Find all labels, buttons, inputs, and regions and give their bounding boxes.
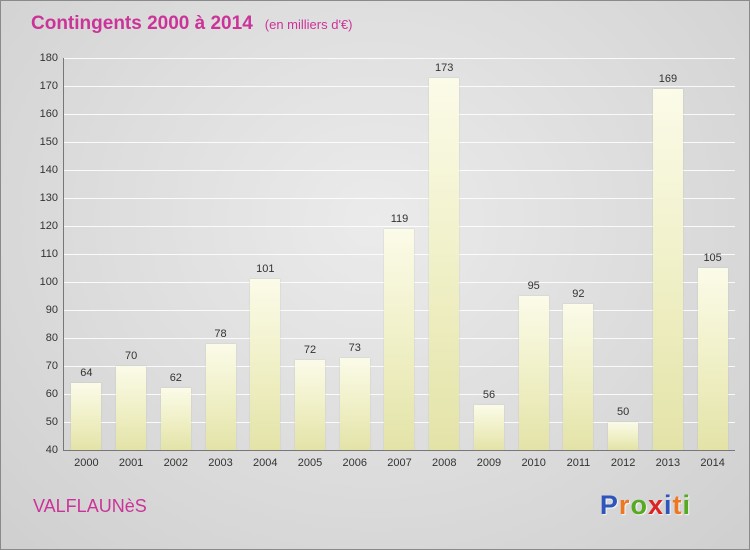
bar-column: 70 2001 [109,58,154,469]
bar [71,382,102,450]
bar-column: 169 2013 [646,58,691,469]
bar [697,268,728,450]
x-axis-tick-label: 2003 [208,457,233,469]
gridline [64,226,735,227]
y-axis-tick-label: 120 [39,220,58,232]
y-axis-tick-label: 50 [45,416,58,428]
proxiti-logo[interactable]: Proxiti [600,490,691,521]
bar-column: 173 2008 [422,58,467,469]
y-axis-tick-label: 40 [45,444,58,456]
bar-value-label: 62 [169,372,182,385]
y-axis-tick-label: 160 [39,108,58,120]
bar-value-label: 92 [572,288,585,301]
gridline [64,86,735,87]
bar [652,88,683,450]
bar-value-label: 78 [214,327,227,340]
bar-column: 56 2009 [467,58,512,469]
y-axis-tick-label: 130 [39,192,58,204]
x-axis-tick-label: 2000 [74,457,99,469]
bar-value-label: 64 [80,366,93,379]
logo-letter: o [630,490,648,520]
logo-letter: t [672,490,683,520]
bar [339,357,370,450]
location-label: VALFLAUNèS [33,496,147,516]
plot-area: 40 50 60 70 80 90 100 110 120 130 140 150 160 170 180 6… [40,52,735,469]
bar-column: 78 2003 [198,58,243,469]
bar-column: 101 2004 [243,58,288,469]
bar [116,366,147,450]
bar [608,422,639,450]
bar-column: 62 2002 [153,58,198,469]
bar-column: 92 2011 [556,58,601,469]
bar-column: 72 2005 [288,58,333,469]
x-axis-tick-label: 2011 [566,457,591,469]
bar [518,296,549,450]
y-axis-tick-label: 70 [45,360,58,372]
gridline [64,198,735,199]
bar-value-label: 73 [348,341,361,354]
x-axis-tick-label: 2012 [610,457,636,469]
logo-letter: i [682,490,691,520]
y-axis-tick-label: 80 [45,332,58,344]
y-axis-tick-label: 170 [39,80,58,92]
bar-value-label: 105 [703,252,722,264]
bar-value-label: 169 [658,72,678,85]
y-axis-tick-label: 180 [39,52,58,64]
y-axis-tick-label: 90 [45,304,58,316]
x-axis-tick-label: 2014 [700,457,725,469]
logo-letter: i [663,490,673,520]
bar [429,77,460,450]
bar-value-label: 95 [527,280,540,292]
x-axis-tick-label: 2008 [431,457,457,469]
gridline [64,170,735,171]
bar-value-label: 72 [303,344,317,357]
logo-letter: P [599,490,619,520]
bar-column: 73 2006 [332,58,377,469]
chart-title: Contingents 2000 à 2014 [31,13,253,34]
x-axis-tick-label: 2006 [342,457,367,469]
x-axis-tick-label: 2013 [655,457,681,469]
y-axis-tick-label: 60 [45,388,58,400]
bar [384,228,415,450]
bar-value-label: 56 [482,389,496,402]
x-axis-tick-label: 2005 [297,457,323,469]
y-axis-tick-label: 150 [39,136,58,148]
bar-column: 105 2014 [690,58,735,469]
bar-column: 95 2010 [511,58,556,469]
bar-value-label: 101 [256,263,275,276]
bar-column: 50 2012 [601,58,646,469]
x-axis-tick-label: 2010 [521,457,546,469]
gridline [64,114,735,115]
bar-value-label: 119 [390,212,409,225]
bar-value-label: 173 [435,61,454,74]
x-axis-tick-label: 2009 [476,457,502,469]
bar [250,279,281,450]
gridline [64,142,735,143]
x-axis-tick-label: 2001 [118,457,144,469]
chart-subtitle: (en milliers d'€) [264,17,353,32]
chart-header: Contingents 2000 à 2014 (en milliers d'€… [31,13,353,35]
y-axis-tick-label: 140 [39,164,58,176]
y-axis-tick-label: 110 [40,248,58,260]
bar [563,304,594,450]
x-axis-tick-label: 2004 [253,457,278,469]
bar [205,343,236,450]
logo-letter: x [647,490,664,520]
bar [295,360,326,450]
logo-letter: r [618,490,631,520]
bar-column: 119 2007 [377,58,422,469]
gridline [64,58,735,59]
bar-value-label: 70 [124,350,138,362]
bar-column: 64 2000 [64,58,109,469]
bar-value-label: 50 [617,406,630,418]
y-axis-tick-label: 100 [39,276,58,288]
bar [160,388,191,450]
x-axis-tick-label: 2002 [163,457,189,469]
bar [473,405,504,450]
x-axis-tick-label: 2007 [387,457,412,469]
